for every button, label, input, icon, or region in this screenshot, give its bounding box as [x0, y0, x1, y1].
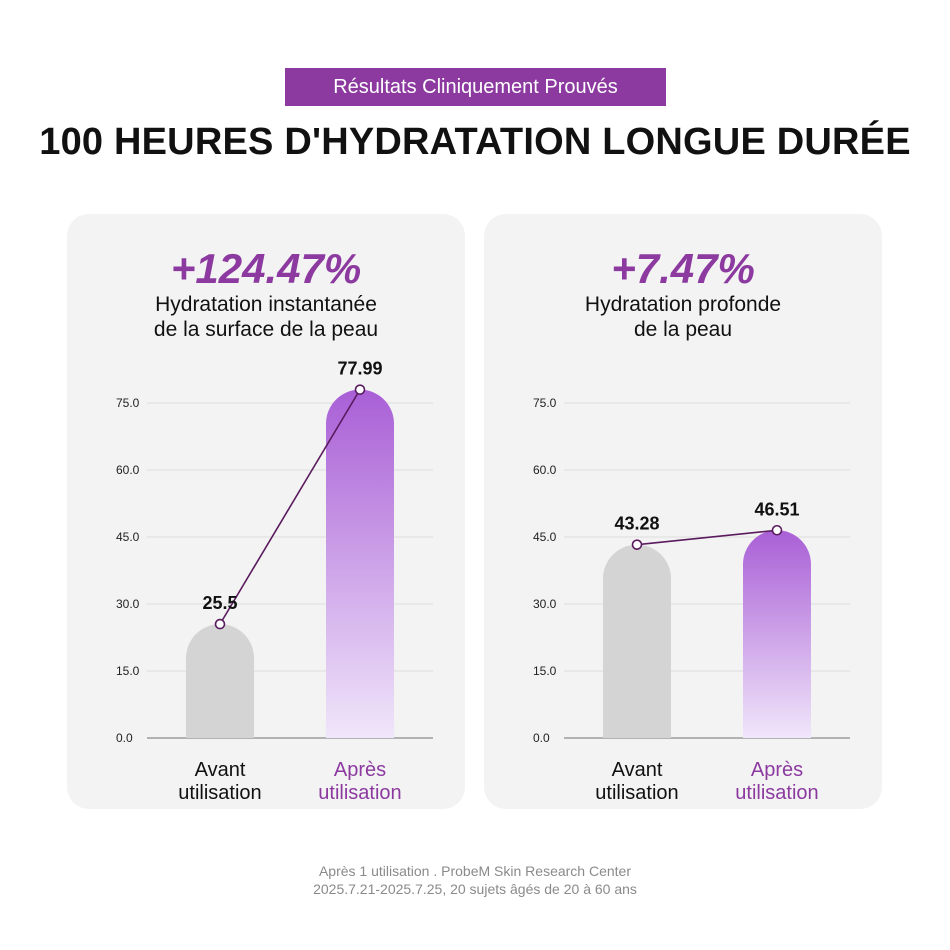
category-label-line-1: Avant: [195, 759, 246, 781]
category-label-line-2: utilisation: [595, 782, 678, 804]
before-bar: [603, 544, 671, 738]
y-tick-label: 60.0: [533, 463, 557, 477]
value-label: 25.5: [202, 593, 237, 613]
category-label-line-1: Avant: [612, 759, 663, 781]
y-tick-label: 75.0: [116, 396, 140, 410]
trend-line: [636, 529, 778, 546]
category-label-line-1: Après: [334, 759, 386, 781]
after-bar: [743, 530, 811, 738]
y-tick-label: 45.0: [533, 530, 557, 544]
y-tick-label: 15.0: [116, 664, 140, 678]
y-tick-label: 75.0: [533, 396, 557, 410]
surface-hydration-description: Hydratation instantanée de la surface de…: [67, 292, 465, 342]
description-line-1: Hydratation profonde: [584, 293, 782, 316]
page-title: 100 HEURES D'HYDRATATION LONGUE DURÉE: [39, 121, 911, 163]
before-bar: [186, 624, 254, 738]
value-label: 46.51: [754, 499, 799, 519]
value-marker: [214, 618, 226, 630]
value-marker: [771, 524, 783, 536]
y-tick-label: 0.0: [533, 731, 550, 745]
after-bar: [326, 389, 394, 738]
deep-hydration-percent: +7.47%: [611, 245, 755, 292]
description-line-1: Hydratation instantanée: [155, 293, 377, 316]
value-label: 43.28: [614, 514, 659, 534]
surface-hydration-card: +124.47% Hydratation instantanée de la s…: [67, 214, 465, 809]
surface-hydration-chart: 0.015.030.045.060.075.025.577.99Avantuti…: [116, 359, 433, 804]
y-tick-label: 45.0: [116, 530, 140, 544]
y-tick-label: 0.0: [116, 731, 133, 745]
clinical-results-badge: Résultats Cliniquement Prouvés: [285, 68, 666, 106]
value-label: 77.99: [337, 359, 382, 379]
category-label-line-2: utilisation: [318, 782, 401, 804]
y-tick-label: 30.0: [116, 597, 140, 611]
trend-line: [219, 389, 361, 625]
y-tick-label: 30.0: [533, 597, 557, 611]
category-label-line-1: Après: [751, 759, 803, 781]
deep-hydration-description: Hydratation profonde de la peau: [484, 292, 882, 342]
value-marker: [354, 384, 366, 395]
value-marker: [631, 539, 643, 550]
category-label-line-2: utilisation: [178, 782, 261, 804]
surface-hydration-percent: +124.47%: [170, 245, 362, 292]
deep-hydration-card: +7.47% Hydratation profonde de la peau 0…: [484, 214, 882, 809]
y-tick-label: 15.0: [533, 664, 557, 678]
study-footnote: Après 1 utilisation . ProbeM Skin Resear…: [0, 862, 950, 898]
footnote-line-2: 2025.7.21-2025.7.25, 20 sujets âgés de 2…: [313, 881, 637, 897]
category-label-line-2: utilisation: [735, 782, 818, 804]
y-tick-label: 60.0: [116, 463, 140, 477]
description-line-2: de la peau: [633, 318, 733, 341]
footnote-line-1: Après 1 utilisation . ProbeM Skin Resear…: [318, 863, 632, 879]
deep-hydration-chart: 0.015.030.045.060.075.043.2846.51Avantut…: [533, 396, 850, 804]
description-line-2: de la surface de la peau: [153, 318, 379, 341]
